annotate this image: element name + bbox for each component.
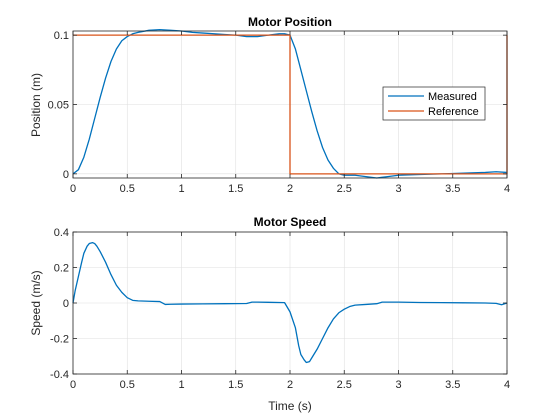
speed-x-tick-label: 1 bbox=[178, 379, 184, 391]
speed-y-axis-label: Speed (m/s) bbox=[29, 270, 43, 335]
speed-axes: 0 0.5 1 1.5 2 2.5 3 3.5 4 -0.4 -0.2 0 0.2 0.4 Motor S… bbox=[29, 215, 510, 413]
speed-series-line-speed bbox=[72, 241, 508, 364]
speed-y-tick-label: -0.2 bbox=[50, 334, 69, 346]
position-x-tick-label: 2.5 bbox=[337, 183, 352, 195]
speed-ticks: 0 0.5 1 1.5 2 2.5 3 3.5 4 -0.4 -0.2 0 0.2 0.4 bbox=[50, 227, 510, 391]
position-legend: Measured Reference bbox=[382, 86, 486, 121]
position-x-tick-label: 1.5 bbox=[228, 183, 243, 195]
speed-x-tick-label: 3 bbox=[395, 379, 401, 391]
position-x-tick-label: 1 bbox=[178, 183, 184, 195]
position-x-tick-label: 3.5 bbox=[445, 183, 460, 195]
speed-x-tick-label: 3.5 bbox=[445, 379, 460, 391]
speed-x-tick-label: 2 bbox=[287, 379, 293, 391]
position-x-tick-label: 4 bbox=[504, 183, 510, 195]
speed-series bbox=[72, 241, 508, 364]
speed-x-tick-label: 4 bbox=[504, 379, 510, 391]
legend-label-reference: Reference bbox=[428, 106, 479, 118]
position-y-tick-label: 0.1 bbox=[54, 30, 69, 42]
position-y-tick-label: 0 bbox=[63, 169, 69, 181]
speed-y-tick-label: 0 bbox=[63, 298, 69, 310]
speed-chart-title: Motor Speed bbox=[254, 215, 327, 229]
position-x-tick-label: 0.5 bbox=[120, 183, 135, 195]
speed-x-tick-label: 1.5 bbox=[228, 379, 243, 391]
position-ticks: 0 0.5 1 1.5 2 2.5 3 3.5 4 0 0.05 0.1 bbox=[48, 30, 510, 195]
position-y-axis-label: Position (m) bbox=[29, 73, 43, 137]
position-y-tick-label: 0.05 bbox=[48, 100, 69, 112]
speed-x-axis-label: Time (s) bbox=[268, 399, 312, 413]
position-axes: 0 0.5 1 1.5 2 2.5 3 3.5 4 0 0.05 0.1 Motor Position… bbox=[29, 15, 510, 195]
speed-y-tick-label: 0.4 bbox=[54, 227, 69, 239]
speed-y-tick-label: 0.2 bbox=[54, 263, 69, 275]
position-x-tick-label: 0 bbox=[70, 183, 76, 195]
legend-label-measured: Measured bbox=[428, 91, 477, 103]
legend-box bbox=[382, 86, 486, 121]
position-x-tick-label: 2 bbox=[287, 183, 293, 195]
speed-x-tick-label: 0.5 bbox=[120, 379, 135, 391]
speed-x-tick-label: 0 bbox=[70, 379, 76, 391]
speed-x-tick-label: 2.5 bbox=[337, 379, 352, 391]
position-chart-title: Motor Position bbox=[248, 15, 332, 29]
speed-y-tick-label: -0.4 bbox=[50, 369, 69, 381]
position-x-tick-label: 3 bbox=[395, 183, 401, 195]
